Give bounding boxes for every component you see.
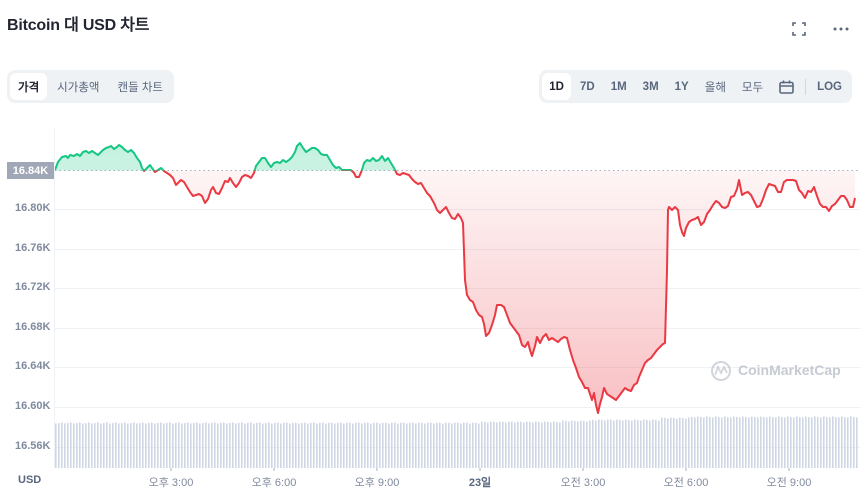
range-1y[interactable]: 1Y	[674, 80, 689, 93]
x-tick-label: 오전 9:00	[766, 477, 812, 489]
y-tick-label: 16.72K	[15, 281, 51, 293]
tab-market-cap[interactable]: 시가총액	[57, 81, 100, 94]
range-all[interactable]: 모두	[741, 81, 764, 94]
y-tick-label: 16.64K	[15, 360, 51, 372]
more-button[interactable]	[832, 20, 850, 38]
fullscreen-button[interactable]	[790, 20, 808, 38]
x-axis-ticks	[170, 468, 790, 471]
coinmarketcap-watermark	[711, 361, 731, 381]
range-3m[interactable]: 3M	[642, 80, 659, 93]
x-tick-label: 오후 3:00	[148, 477, 194, 489]
tab-candle-chart[interactable]: 캔들 차트	[117, 81, 164, 94]
chart-type-tabs: 가격 시가총액 캔들 차트	[7, 70, 175, 103]
time-range-tabs: 1D 7D 1M 3M 1Y 올해 모두 LOG	[539, 70, 852, 103]
x-tick-label: 오후 9:00	[354, 477, 400, 489]
y-tick-label: 16.80K	[15, 202, 51, 214]
log-scale-toggle[interactable]: LOG	[817, 80, 842, 93]
x-tick-label: 오전 3:00	[560, 477, 606, 489]
page-title: Bitcoin 대 USD 차트	[7, 17, 150, 34]
tabs-divider	[805, 78, 807, 95]
x-tick-label: 오전 6:00	[663, 477, 709, 489]
range-7d[interactable]: 7D	[579, 80, 595, 93]
watermark-text: CoinMarketCap	[738, 362, 841, 378]
y-tick-label: 16.60K	[15, 400, 51, 412]
y-tick-label: 16.56K	[15, 440, 51, 452]
calendar-icon	[779, 80, 794, 94]
more-horizontal-icon	[833, 27, 849, 31]
y-tick-label: 16.68K	[15, 321, 51, 333]
range-1m[interactable]: 1M	[610, 80, 627, 93]
current-price-badge: 16.84K	[7, 162, 54, 179]
header-actions	[790, 20, 850, 38]
gridlines	[55, 209, 860, 448]
y-tick-label: 16.76K	[15, 242, 51, 254]
tab-price[interactable]: 가격	[10, 73, 48, 100]
x-tick-label-date: 23일	[468, 477, 492, 489]
volume-bars	[55, 416, 858, 468]
range-1d[interactable]: 1D	[542, 73, 571, 100]
currency-label: USD	[18, 474, 42, 486]
date-range-button[interactable]	[772, 73, 801, 100]
x-tick-label: 오후 6:00	[251, 477, 297, 489]
range-ytd[interactable]: 올해	[704, 81, 726, 94]
expand-icon	[792, 22, 806, 36]
